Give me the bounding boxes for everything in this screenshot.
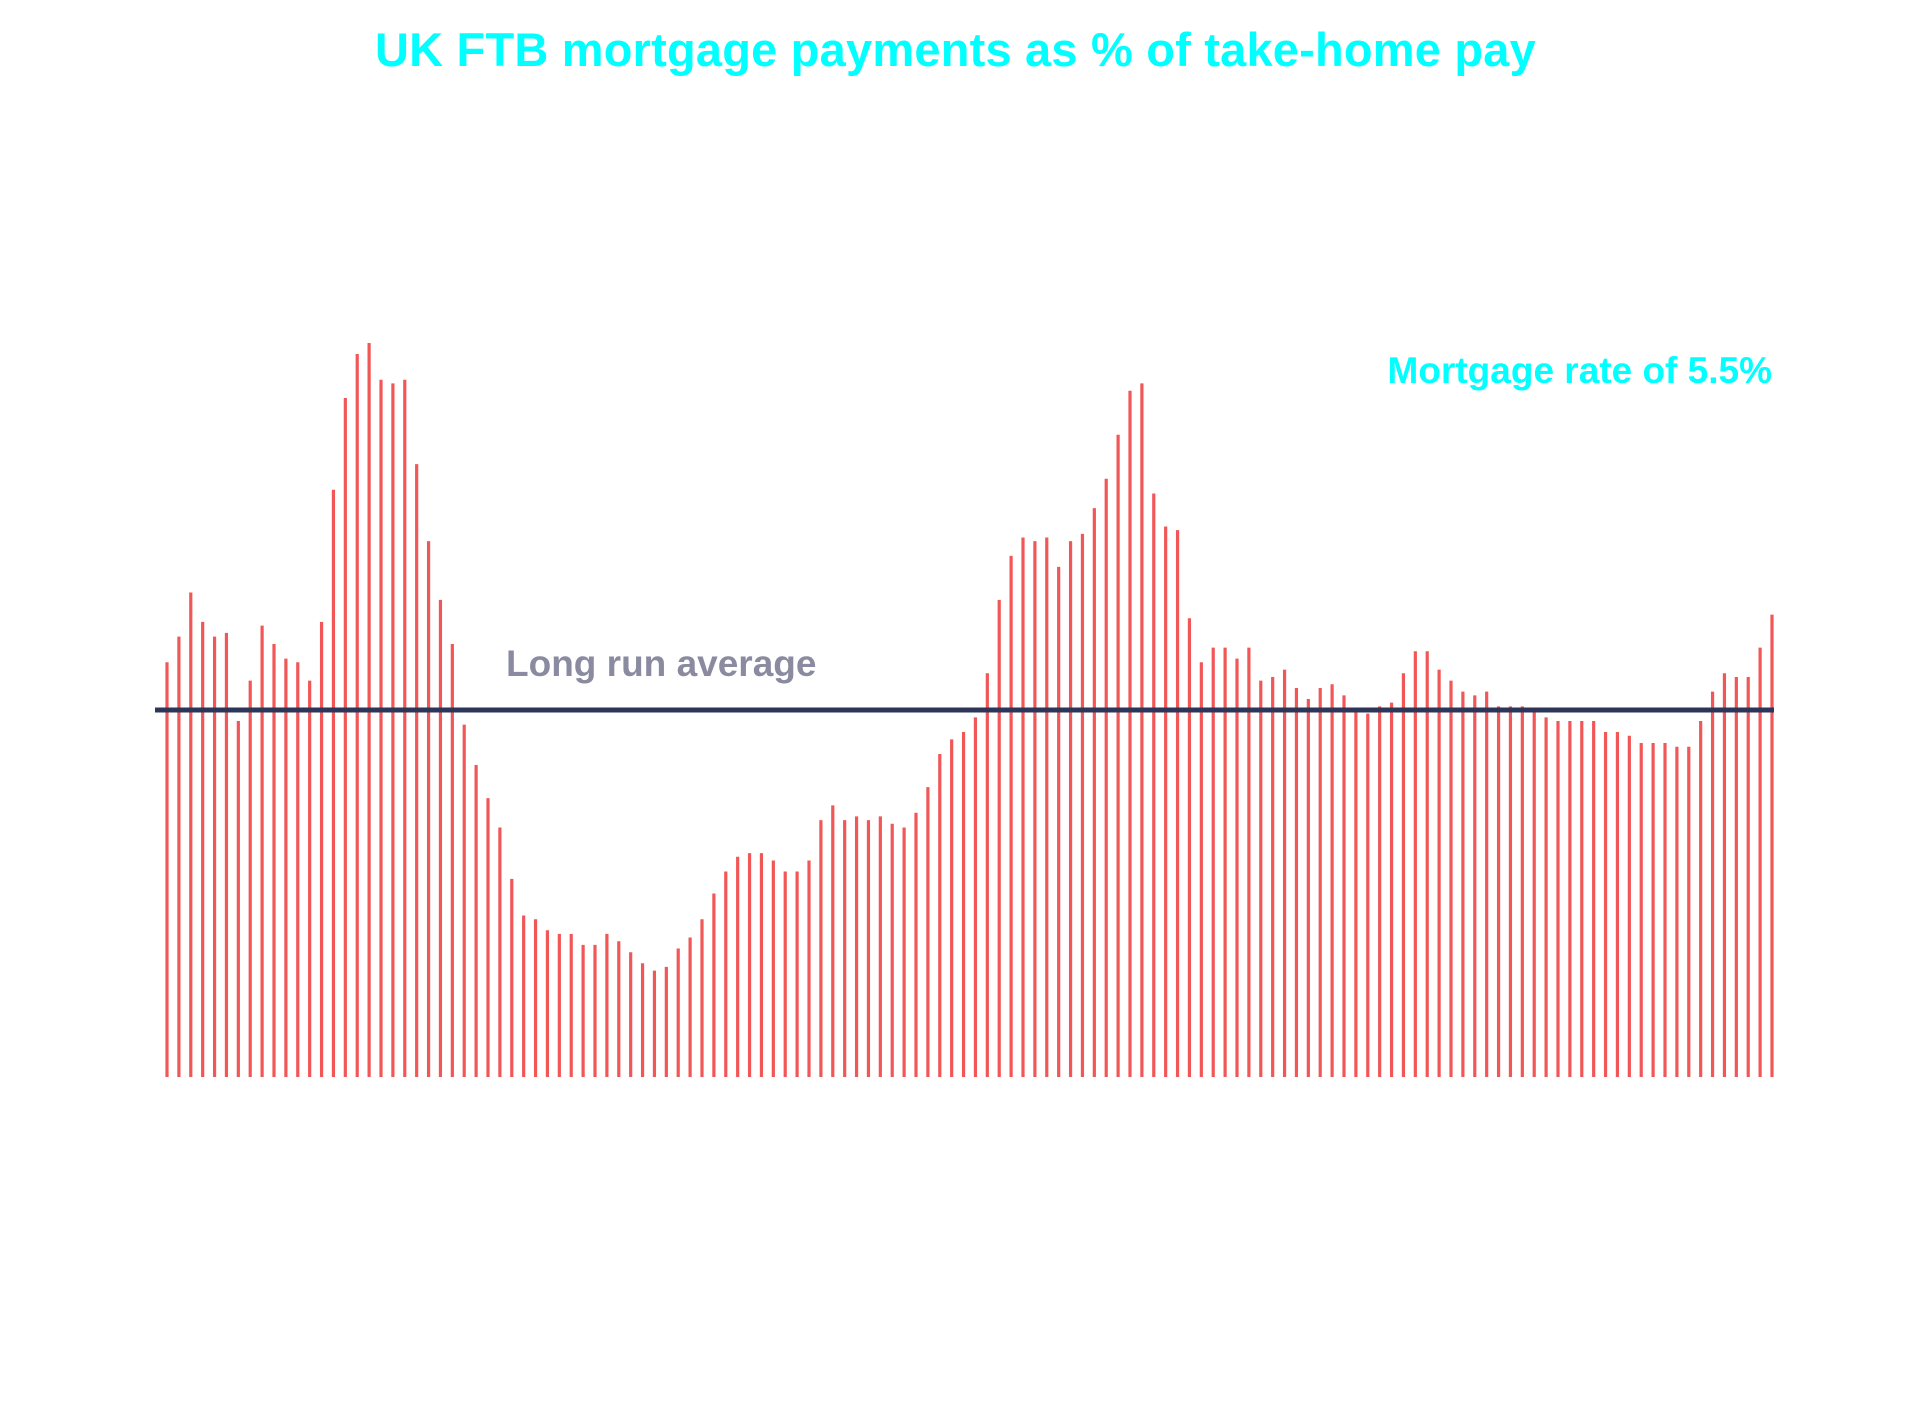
chart-title: UK FTB mortgage payments as % of take-ho… xyxy=(375,23,1536,76)
mortgage-rate-annotation: Mortgage rate of 5.5% xyxy=(1388,350,1772,391)
long-run-average-label: Long run average xyxy=(506,643,816,684)
bar-group xyxy=(165,343,1774,1077)
